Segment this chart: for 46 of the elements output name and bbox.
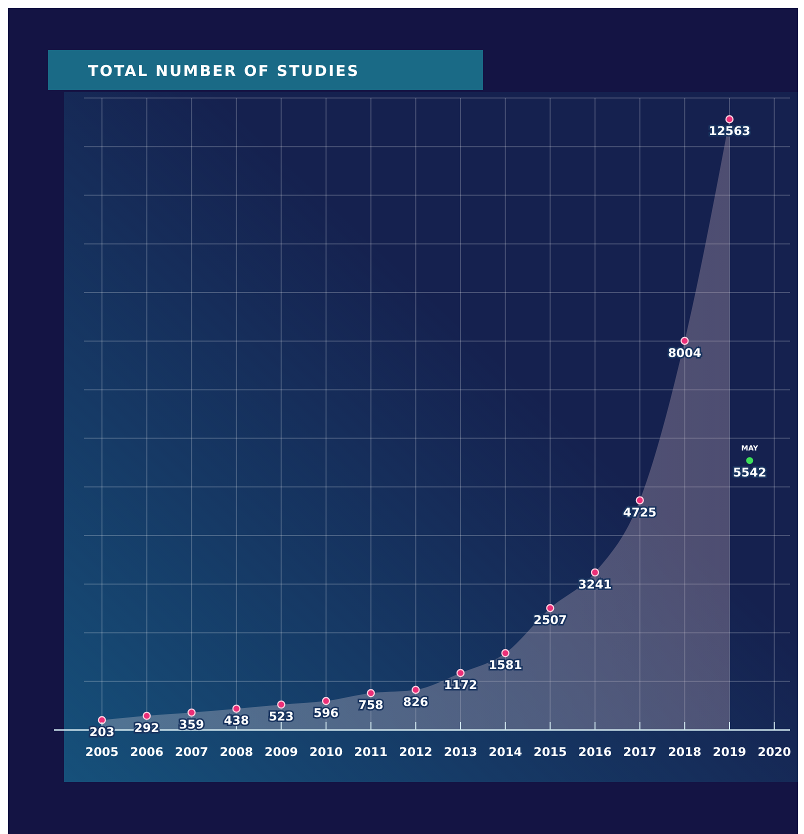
point [142, 712, 151, 720]
data-label: 4725 [623, 505, 657, 520]
data-label: 523 [268, 710, 294, 724]
point [277, 700, 286, 709]
data-label: 12563 [708, 124, 750, 138]
point [546, 604, 554, 612]
point [501, 649, 510, 658]
x-tick-label: 2014 [488, 745, 522, 759]
x-tick-label: 2013 [444, 745, 478, 759]
point [187, 708, 196, 717]
x-tick-label: 2006 [130, 745, 164, 759]
x-tick-label: 2017 [623, 745, 657, 759]
data-label: 438 [224, 714, 249, 728]
x-tick-label: 2011 [354, 745, 388, 759]
data-label: 8004 [668, 346, 702, 360]
point [98, 716, 106, 724]
data-label: 3241 [578, 577, 612, 592]
x-tick-label: 2020 [758, 745, 792, 759]
x-tick-label: 2008 [220, 745, 254, 759]
data-label: 1172 [444, 678, 478, 692]
x-tick-label: 2009 [264, 745, 298, 759]
x-tick-label: 2010 [309, 745, 343, 759]
data-label: 596 [314, 706, 339, 720]
point [322, 696, 330, 706]
point [725, 115, 734, 124]
point [680, 336, 689, 345]
data-label: 2507 [533, 613, 567, 628]
chart-title: TOTAL NUMBER OF STUDIES [88, 62, 360, 80]
x-tick-label: 2019 [712, 745, 746, 759]
point [366, 689, 375, 698]
point [636, 496, 644, 504]
x-tick-label: 2007 [174, 745, 208, 759]
data-label: 826 [403, 694, 428, 709]
x-tick-label: 2015 [533, 745, 567, 759]
point [412, 686, 420, 694]
x-tick-label: 2018 [668, 745, 702, 759]
point [746, 457, 754, 464]
x-tick-label: 2005 [85, 745, 119, 759]
x-tick-label: 2012 [399, 745, 432, 759]
point [590, 568, 600, 577]
data-label: 758 [358, 698, 384, 712]
data-label: 1581 [488, 658, 522, 672]
point [232, 704, 241, 713]
point [456, 668, 465, 678]
data-label: 5542 [732, 466, 766, 480]
x-tick-label: 2016 [578, 745, 612, 759]
